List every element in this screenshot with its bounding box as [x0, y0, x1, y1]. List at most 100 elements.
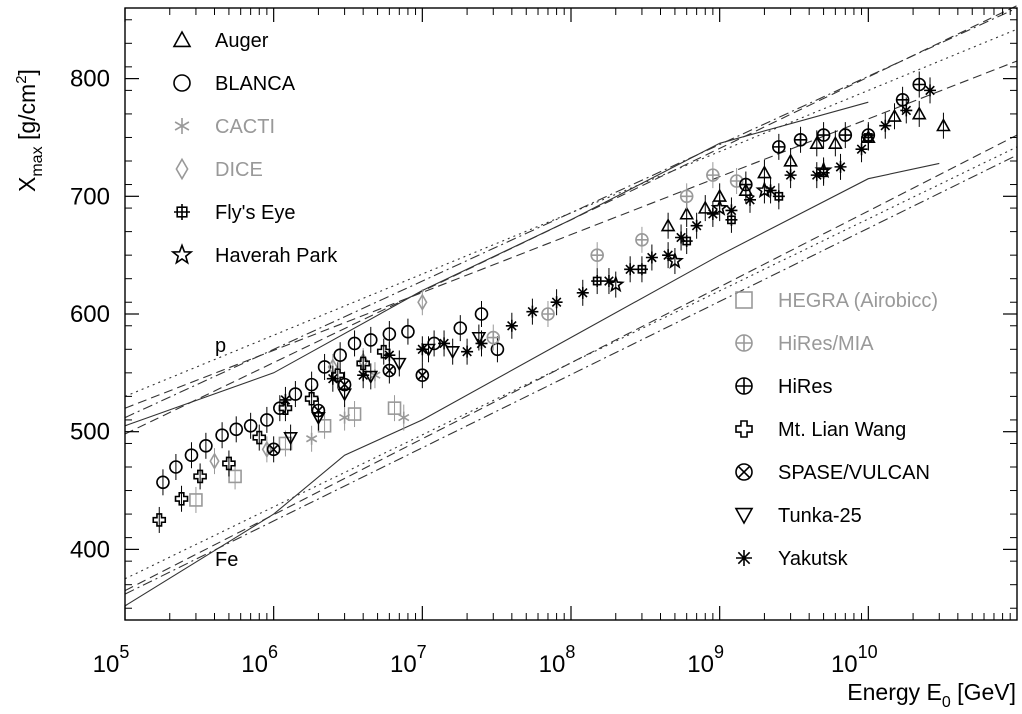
data-point — [337, 381, 352, 408]
legend-item: Auger — [172, 30, 269, 52]
data-point — [936, 112, 951, 139]
data-point — [541, 301, 555, 327]
data-point — [838, 122, 853, 149]
x-tick-label: 107 — [390, 642, 427, 678]
data-point — [438, 330, 451, 357]
data-point — [911, 100, 927, 127]
data-point — [391, 350, 407, 377]
data-point — [764, 177, 777, 204]
data-point — [357, 362, 370, 389]
legend-label: Haverah Park — [215, 245, 338, 267]
legend: Auger BLANCA CACTI DICE Fly's Eye Haverah Par… — [170, 30, 938, 570]
legend-label: Fly's Eye — [215, 202, 296, 224]
data-points — [152, 71, 951, 533]
legend-label: HiRes/MIA — [778, 333, 874, 355]
data-point — [635, 256, 648, 283]
data-point — [229, 416, 244, 443]
data-point — [490, 336, 505, 363]
model-curves — [124, 5, 1018, 607]
legend-item: DICE — [175, 157, 263, 181]
data-point — [505, 312, 518, 339]
legend-label: BLANCA — [215, 73, 296, 95]
data-point — [387, 395, 402, 422]
annotation-fe: Fe — [215, 549, 238, 571]
data-point — [710, 195, 729, 222]
legend-item: HEGRA (Airobicc) — [735, 290, 938, 312]
model-curve-dashdot — [124, 154, 1018, 595]
data-point — [809, 130, 825, 157]
model-curve-dashed — [124, 134, 1018, 592]
annotation-p: p — [215, 335, 226, 357]
data-point — [261, 436, 272, 463]
model-curve-solid — [124, 162, 940, 607]
data-point — [193, 463, 207, 490]
data-point — [590, 242, 604, 269]
data-point — [363, 363, 379, 390]
data-point — [317, 353, 332, 380]
data-point — [215, 422, 229, 449]
data-point — [624, 256, 637, 283]
series-cacti — [306, 362, 410, 452]
data-point — [744, 186, 757, 213]
legend-item: Yakutsk — [736, 548, 849, 570]
data-point — [461, 338, 474, 365]
data-point — [401, 318, 415, 345]
series-mt-lian-wang — [152, 338, 391, 533]
data-point — [398, 404, 410, 431]
data-point — [288, 381, 303, 408]
data-point — [706, 162, 720, 189]
data-point — [283, 424, 298, 451]
x-tick-label: 1010 — [831, 642, 878, 678]
series-tunka-25 — [283, 324, 487, 451]
legend-item: HiRes/MIA — [735, 333, 874, 355]
data-point — [755, 177, 774, 204]
legend-label: Auger — [215, 30, 269, 52]
data-point — [635, 226, 649, 253]
data-point — [645, 244, 658, 271]
series-hires-mia — [486, 162, 744, 351]
legend-label: Tunka-25 — [778, 505, 862, 527]
series-hires — [739, 71, 927, 198]
legend-item: HiRes — [735, 376, 832, 398]
data-point — [222, 450, 236, 477]
data-point — [416, 336, 429, 363]
data-point — [834, 153, 847, 180]
legend-label: DICE — [215, 159, 263, 181]
data-point — [861, 122, 876, 149]
model-curve-dashdot — [124, 7, 1018, 419]
data-point — [279, 386, 292, 413]
series-dice — [209, 289, 428, 475]
data-point — [887, 103, 902, 130]
data-point — [660, 212, 676, 239]
model-curve-dashed — [124, 60, 1018, 409]
data-point — [602, 268, 615, 295]
data-point — [816, 122, 831, 149]
series-hegra-airobicc- — [189, 395, 402, 513]
data-point — [252, 424, 267, 451]
legend-item: Mt. Lian Wang — [735, 419, 906, 441]
legend-label: CACTI — [215, 116, 275, 138]
data-point — [665, 248, 684, 275]
legend-label: Mt. Lian Wang — [778, 419, 906, 441]
data-point — [814, 157, 833, 184]
data-point — [199, 432, 213, 459]
data-point — [152, 506, 167, 533]
data-point — [474, 301, 489, 327]
legend-item: Tunka-25 — [734, 505, 862, 527]
y-tick-label: 600 — [70, 301, 110, 328]
legend-item: Haverah Park — [170, 243, 338, 267]
data-point — [690, 212, 703, 239]
data-point — [363, 326, 378, 353]
data-point — [900, 97, 913, 124]
data-point — [697, 195, 713, 222]
data-point — [333, 342, 347, 369]
series-yakutsk — [279, 77, 937, 413]
data-point — [855, 136, 868, 163]
data-point — [606, 271, 625, 298]
legend-label: HiRes — [778, 376, 832, 398]
x-axis-title: Energy E0 [GeV] — [847, 679, 1016, 711]
data-point — [739, 171, 753, 198]
data-point — [591, 268, 604, 295]
legend-item: CACTI — [174, 116, 275, 138]
data-point — [260, 406, 274, 433]
